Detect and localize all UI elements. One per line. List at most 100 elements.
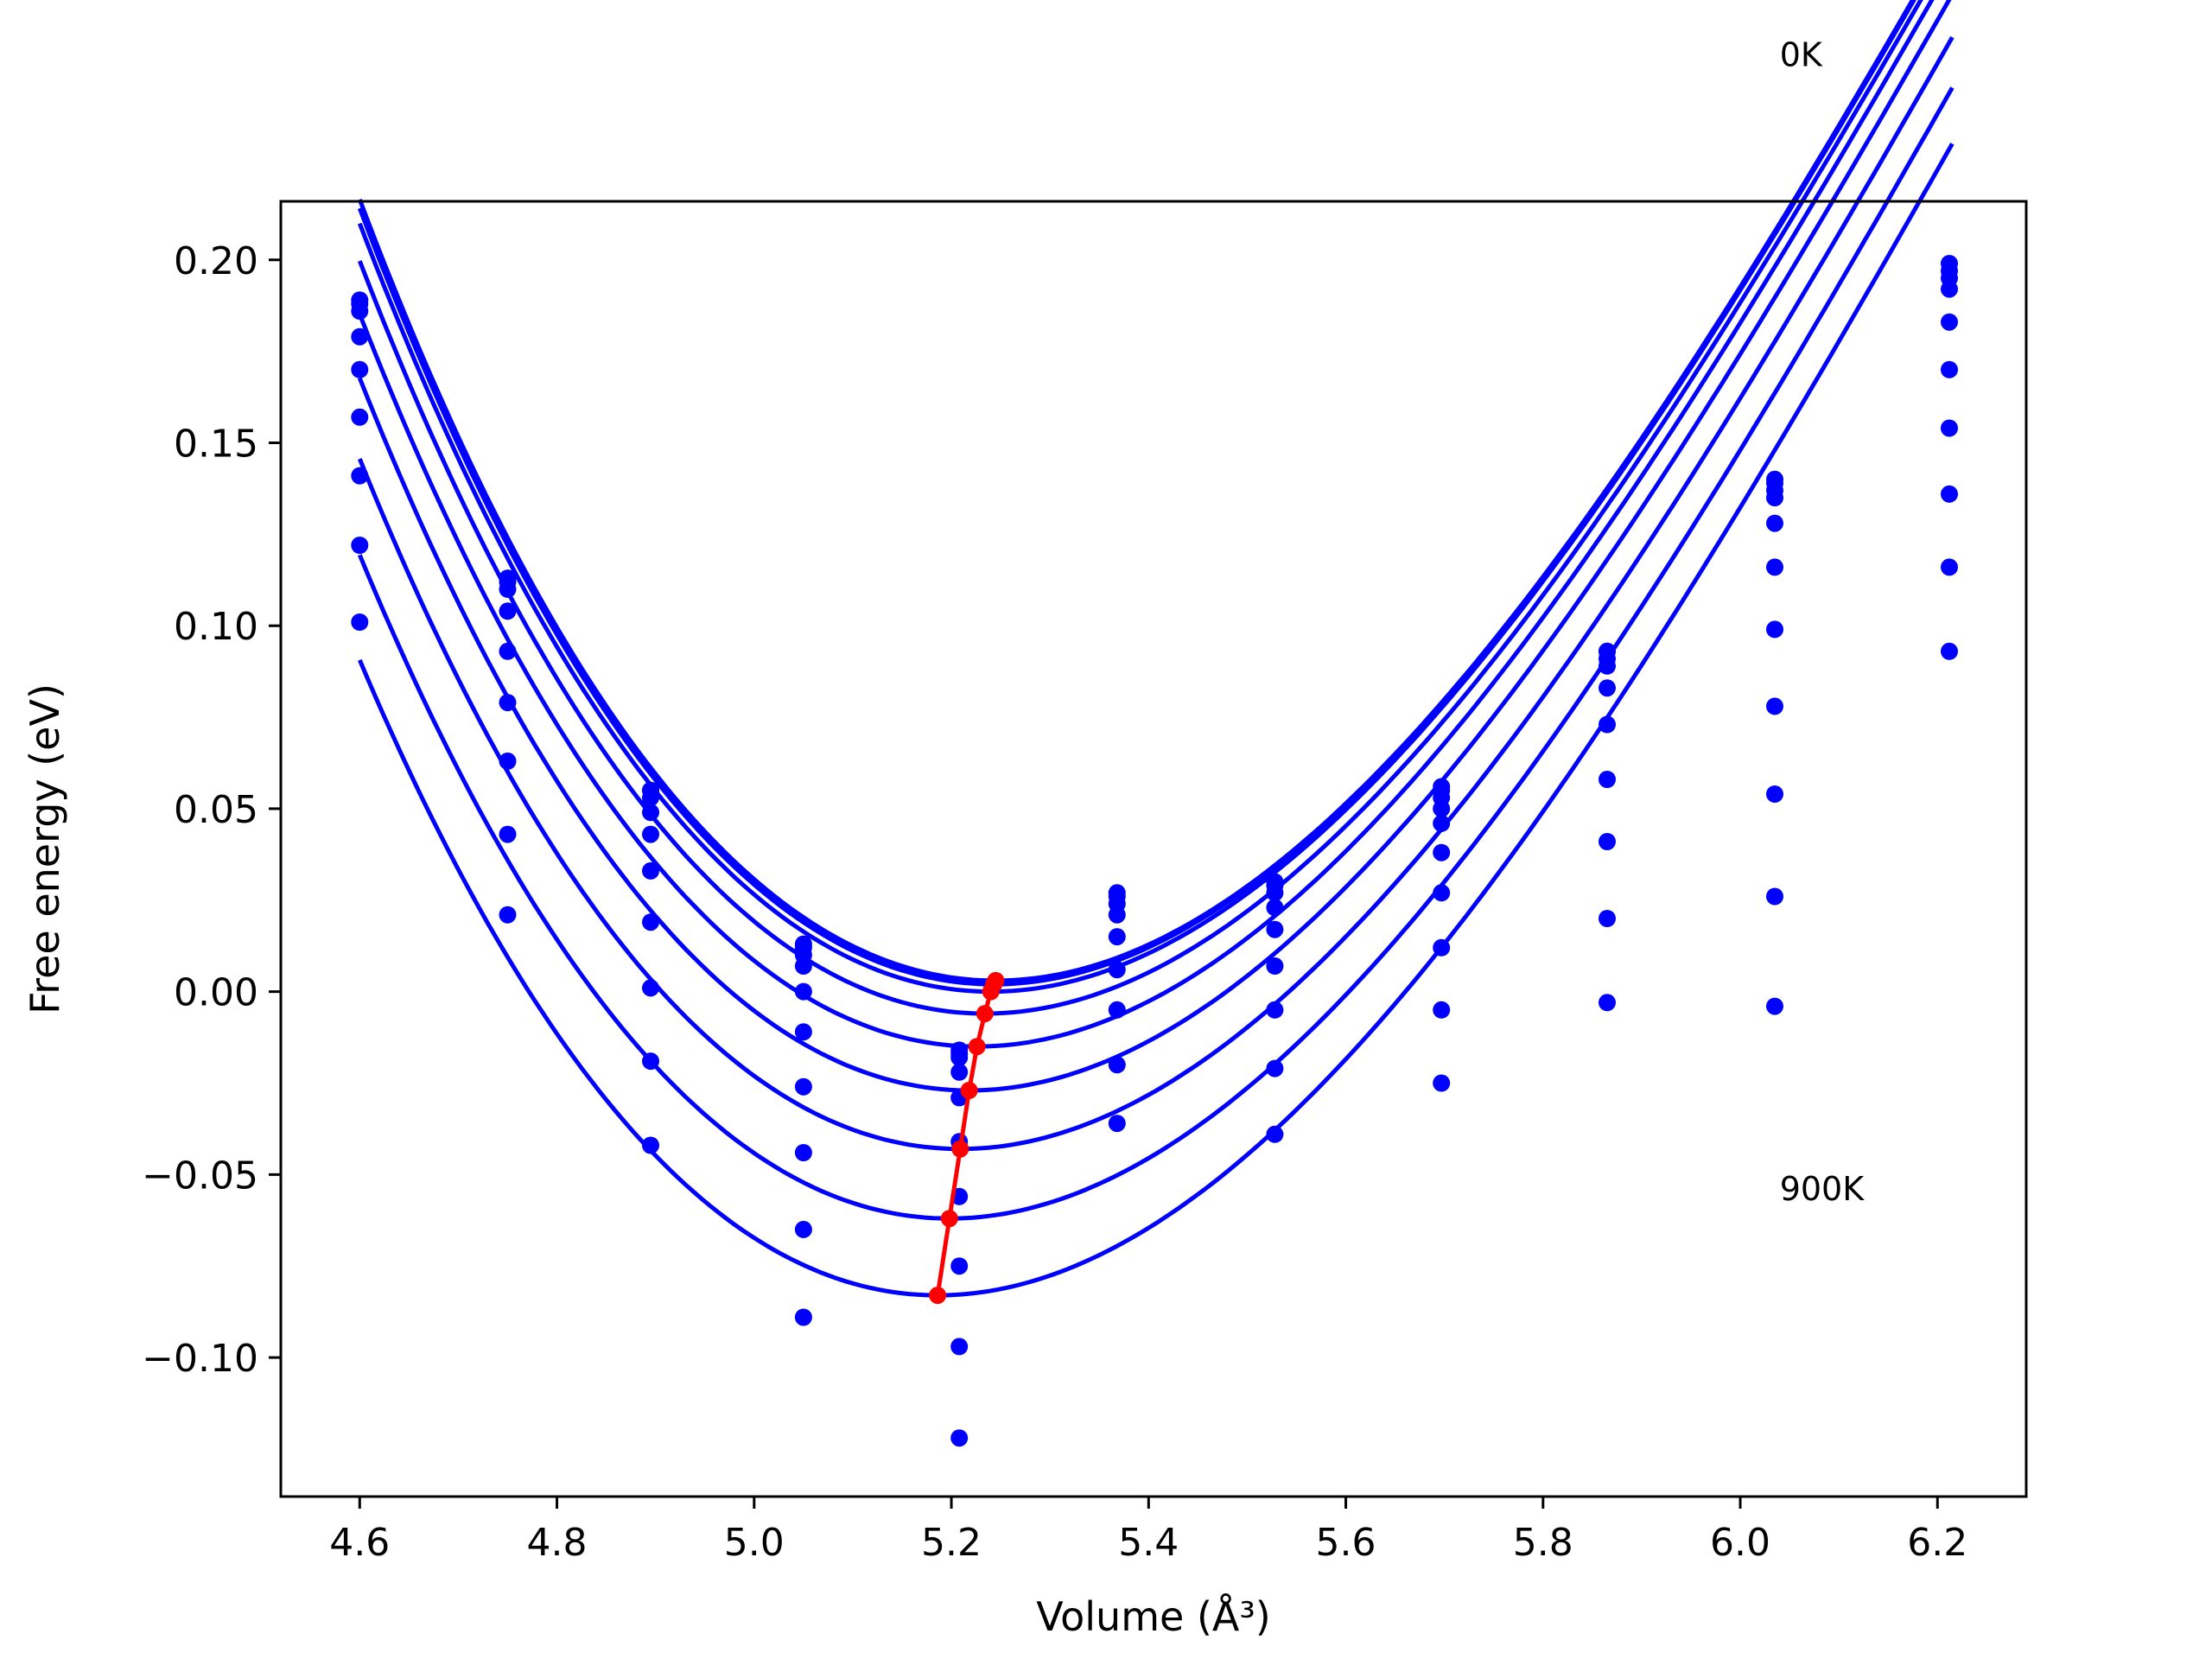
- data-point: [1941, 419, 1958, 437]
- minimum-point: [976, 1005, 994, 1023]
- data-point: [1766, 997, 1783, 1015]
- plot-frame: [279, 200, 2028, 1498]
- x-tick-label: 6.2: [1907, 1521, 1967, 1565]
- data-point: [1766, 558, 1783, 576]
- y-tick-label: 0.20: [174, 239, 258, 283]
- data-point: [950, 1063, 969, 1081]
- data-point: [351, 537, 369, 554]
- fit-curve: [357, 86, 1955, 1221]
- data-point: [950, 1048, 969, 1066]
- data-point: [351, 467, 369, 485]
- data-point: [1433, 1001, 1451, 1019]
- data-point: [351, 327, 369, 346]
- y-tick-label: 0.15: [174, 422, 258, 466]
- x-tick-label: 5.0: [724, 1521, 785, 1565]
- data-point: [794, 1023, 812, 1041]
- fit-curve: [357, 0, 1916, 995]
- data-point: [1433, 799, 1451, 817]
- y-tick-label: 0.00: [174, 971, 258, 1015]
- fit-curve: [357, 0, 1935, 1049]
- data-point: [794, 1144, 812, 1161]
- data-point: [1941, 558, 1958, 576]
- data-point: [642, 913, 659, 931]
- data-point: [642, 804, 659, 822]
- data-point: [1433, 1074, 1451, 1092]
- x-axis-label: Volume (Å³): [1036, 1593, 1271, 1640]
- x-tick-label: 5.8: [1513, 1521, 1573, 1565]
- y-tick-label: 0.05: [174, 788, 258, 832]
- data-point: [1266, 920, 1284, 938]
- data-point: [351, 613, 369, 631]
- minimum-point: [951, 1140, 969, 1158]
- data-point: [351, 360, 369, 378]
- data-point: [1599, 833, 1616, 850]
- temperature-annotation: 0K: [1780, 35, 1823, 73]
- minimum-point: [940, 1210, 958, 1228]
- data-point: [1266, 1001, 1284, 1019]
- data-point: [642, 1136, 659, 1154]
- data-point: [1599, 679, 1616, 697]
- minimum-point: [982, 982, 1000, 1001]
- data-point: [794, 1220, 812, 1238]
- data-point: [950, 1338, 969, 1356]
- x-tick-label: 5.2: [921, 1521, 982, 1565]
- y-tick-label: −0.05: [142, 1154, 258, 1198]
- data-point: [950, 1257, 969, 1275]
- fit-curve: [357, 35, 1955, 1152]
- x-tick-label: 6.0: [1710, 1521, 1770, 1565]
- data-point: [499, 694, 517, 712]
- y-tick-label: 0.10: [174, 605, 258, 649]
- data-point: [1108, 1001, 1126, 1019]
- data-point: [1766, 489, 1783, 506]
- data-point: [1266, 884, 1284, 902]
- data-point: [794, 1077, 812, 1096]
- data-point: [794, 982, 812, 1001]
- data-point: [642, 825, 659, 843]
- data-point: [1599, 657, 1616, 675]
- x-tick-label: 4.6: [329, 1521, 390, 1565]
- data-point: [794, 957, 812, 975]
- data-point: [1433, 884, 1451, 902]
- data-point: [1599, 910, 1616, 927]
- minimum-point: [929, 1287, 947, 1305]
- x-tick-label: 5.4: [1118, 1521, 1179, 1565]
- data-point: [1599, 994, 1616, 1012]
- data-point: [1433, 814, 1451, 832]
- x-tick-label: 4.8: [527, 1521, 588, 1565]
- data-point: [1941, 280, 1958, 298]
- temperature-annotation: 900K: [1780, 1170, 1866, 1208]
- data-point: [1108, 961, 1126, 979]
- y-axis-label: Free energy (eV): [22, 683, 68, 1014]
- data-point: [499, 580, 517, 598]
- data-point: [1766, 514, 1783, 532]
- data-point: [1108, 906, 1126, 924]
- data-point: [1599, 771, 1616, 788]
- data-point: [1599, 715, 1616, 734]
- data-point: [950, 1429, 969, 1447]
- data-point: [1941, 313, 1958, 331]
- data-point: [499, 602, 517, 620]
- annotations: 0K 900K: [1780, 35, 1866, 1208]
- data-point: [1766, 887, 1783, 906]
- data-point: [1266, 899, 1284, 917]
- data-point: [642, 861, 659, 880]
- data-point: [1266, 1125, 1284, 1143]
- fit-curve: [357, 0, 1952, 1093]
- data-point: [1108, 1115, 1126, 1133]
- data-point: [1766, 785, 1783, 803]
- data-point: [642, 1052, 659, 1071]
- data-point: [1941, 642, 1958, 660]
- data-point: [499, 906, 517, 924]
- y-tick-label: −0.10: [142, 1337, 258, 1381]
- y-axis-ticks: −0.10 −0.05 0.00 0.05 0.10 0.15 0.20: [142, 239, 281, 1381]
- data-point: [499, 642, 517, 660]
- data-point: [1108, 1056, 1126, 1074]
- fit-curve: [357, 143, 1955, 1298]
- data-point: [499, 752, 517, 770]
- data-point: [351, 302, 369, 320]
- data-point: [499, 825, 517, 843]
- data-point: [642, 979, 659, 997]
- minimum-point: [968, 1038, 986, 1056]
